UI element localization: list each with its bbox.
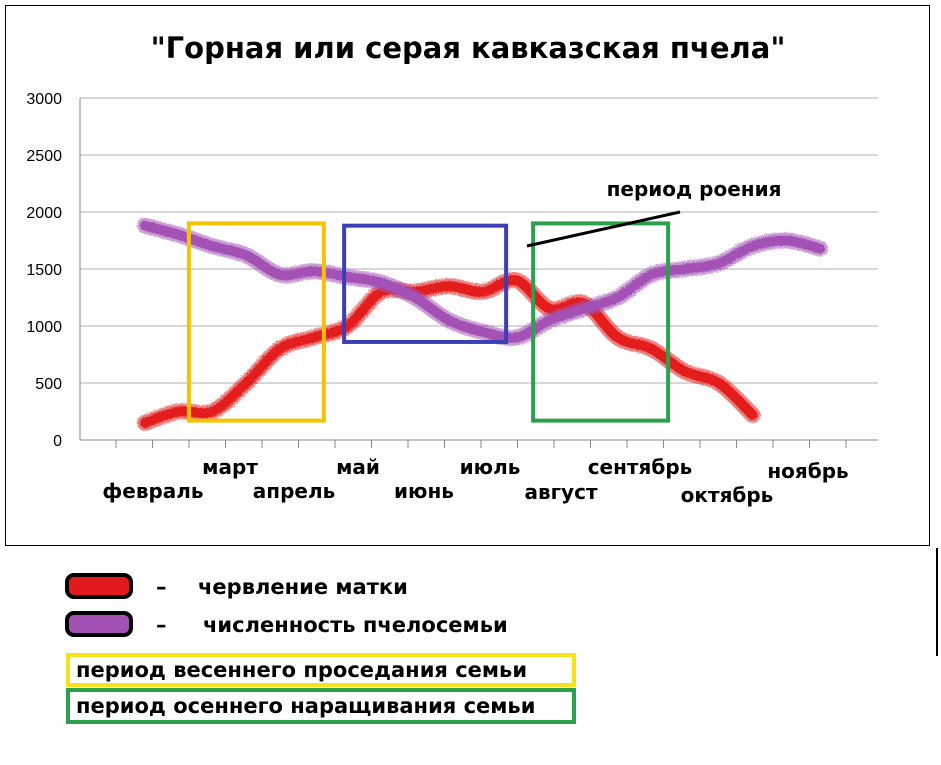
y-tick-label-0: 0 (53, 433, 62, 450)
legend-box-autumn (66, 688, 576, 724)
month-label-6: август (524, 480, 597, 504)
month-label-9: ноябрь (767, 459, 848, 483)
month-label-5: июль (460, 455, 521, 479)
y-tick-label-1500: 1500 (26, 262, 62, 279)
axes (79, 98, 878, 448)
series-line-0 (140, 275, 758, 428)
y-tick-label-500: 500 (35, 376, 62, 393)
y-tick-label-1000: 1000 (26, 319, 62, 336)
month-label-3: май (336, 455, 380, 479)
region-rect-2 (531, 221, 671, 423)
legend-box-autumn-label: период осеннего наращивания семьи (76, 694, 535, 718)
legend-dash-red: – (156, 575, 167, 599)
legend: – червление матки – численность пчелосем… (65, 573, 576, 724)
series-line-1 (140, 220, 825, 343)
month-label-7: сентябрь (588, 455, 693, 479)
legend-swatch-red (65, 573, 133, 599)
legend-swatch-purple (65, 611, 133, 637)
swarming-pointer-line (526, 210, 681, 248)
legend-box-spring (66, 653, 576, 687)
series-line-halo-1 (137, 217, 828, 346)
series-group (137, 217, 828, 431)
chart-title: "Горная или серая кавказская пчела" (151, 31, 786, 65)
swarming-annotation: период роения (607, 177, 782, 201)
y-tick-labels: 0 500 1000 1500 2000 2500 3000 (26, 91, 62, 450)
legend-label-purple: численность пчелосемьи (203, 613, 508, 637)
month-label-4: июнь (394, 479, 454, 503)
y-tick-label-3000: 3000 (26, 91, 62, 108)
regions-group (186, 221, 671, 423)
month-labels: февральмартапрельмайиюньиюльавгустсентяб… (102, 455, 848, 507)
legend-label-red: червление матки (198, 575, 408, 599)
month-label-2: апрель (253, 479, 336, 503)
y-tick-label-2000: 2000 (26, 205, 62, 222)
legend-dash-purple: – (156, 613, 167, 637)
region-rect-1 (342, 223, 509, 344)
legend-box-spring-label: период весеннего проседания семьи (76, 658, 527, 682)
y-tick-label-2500: 2500 (26, 148, 62, 165)
region-rect-0 (186, 221, 326, 423)
month-label-1: март (202, 455, 258, 479)
month-label-8: октябрь (681, 483, 774, 507)
month-label-0: февраль (102, 479, 203, 503)
right-edge-line (936, 548, 938, 656)
chart-frame (5, 5, 930, 546)
